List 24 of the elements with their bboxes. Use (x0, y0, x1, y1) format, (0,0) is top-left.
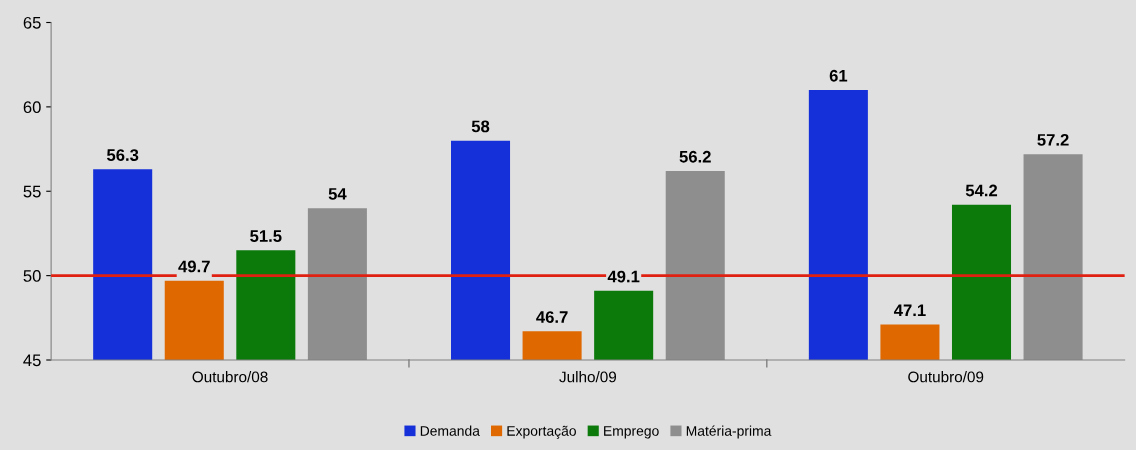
x-tick-label: Outubro/09 (908, 371, 984, 383)
data-label: 56.3 (106, 149, 139, 161)
data-label: 56.2 (679, 150, 711, 163)
data-label: 58 (471, 120, 490, 133)
y-tick-label: 65 (23, 16, 41, 29)
x-tick-label: Julho/09 (559, 371, 617, 383)
y-tick-label: 45 (23, 354, 41, 367)
legend-label: Exportação (507, 425, 576, 439)
y-tick-label: 55 (23, 185, 41, 198)
x-tick-label: Outubro/08 (192, 371, 268, 383)
legend-label: Emprego (604, 426, 659, 439)
legend-label: Matéria-prima (686, 425, 772, 439)
data-label: 49.7 (178, 260, 210, 273)
legend-label: Demanda (420, 425, 480, 436)
data-label: 54.2 (965, 184, 998, 197)
data-label: 61 (829, 69, 848, 82)
data-label: 51.5 (250, 230, 282, 242)
y-tick-label: 50 (23, 270, 41, 282)
y-tick-label: 60 (23, 101, 41, 114)
data-label: 57.2 (1037, 133, 1069, 146)
data-label: 49.1 (607, 270, 640, 283)
data-label: 54 (328, 188, 347, 200)
data-label: 47.1 (893, 304, 926, 317)
data-label: 46.7 (536, 311, 568, 323)
